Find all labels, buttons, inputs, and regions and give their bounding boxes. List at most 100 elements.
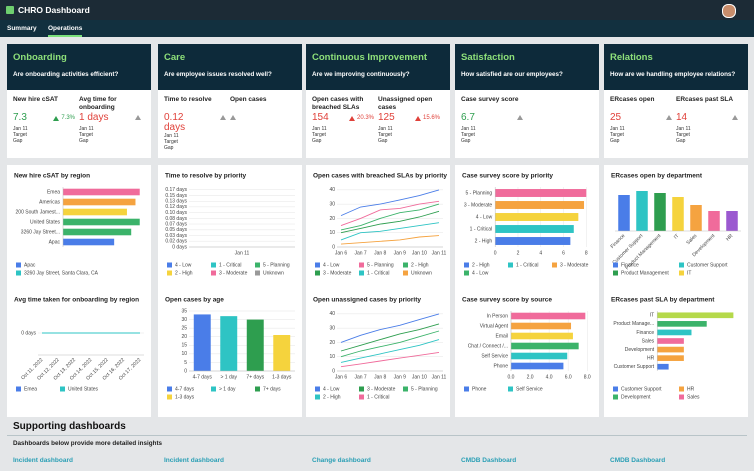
section-title: Continuous Improvement xyxy=(312,52,428,63)
kpi-card xyxy=(306,90,450,158)
legend-swatch xyxy=(679,262,684,268)
legend-label: IT xyxy=(687,270,691,276)
legend-swatch xyxy=(464,270,469,276)
trend-arrow xyxy=(220,115,226,120)
kpi: ERcases past SLA 14 Jan 11 Target Gap xyxy=(676,96,738,144)
bar xyxy=(63,188,140,196)
category-label: Development xyxy=(625,347,655,353)
bar xyxy=(193,314,211,371)
category-label: Finance xyxy=(610,233,627,250)
kpi-date: Jan 11 xyxy=(378,126,393,132)
trend-arrow xyxy=(53,115,60,121)
legend-swatch xyxy=(613,394,618,400)
kpi-trend: 7.3% xyxy=(53,115,75,121)
category-label: Jan 11 xyxy=(432,374,447,380)
kpi-gap: Gap xyxy=(378,138,388,144)
dashboard-link[interactable]: Change dashboard xyxy=(312,457,371,464)
category-label: Jan 9 xyxy=(394,250,406,256)
chart-title: ERcases past SLA by department xyxy=(611,297,715,304)
section-header: Onboarding Are onboarding activities effi… xyxy=(7,44,151,90)
legend-label: 5 - Planning xyxy=(411,386,438,392)
legend-label: > 1 day xyxy=(219,386,236,392)
kpi-label: ERcases open xyxy=(610,96,655,103)
legend-swatch xyxy=(255,386,260,392)
legend-label: 3 - Moderate xyxy=(560,262,589,268)
legend-swatch xyxy=(679,386,684,392)
bar xyxy=(495,213,579,221)
section-header: Continuous Improvement Are we improving c… xyxy=(306,44,450,90)
category-label: Jan 9 xyxy=(394,374,406,380)
category-label: Jan 6 xyxy=(335,250,347,256)
kpi-row: 125 15.6% xyxy=(378,113,440,126)
kpi-target: Target xyxy=(610,132,624,138)
y-tick-label: 0.07 days xyxy=(165,221,187,227)
dashboard-link[interactable]: Incident dashboard xyxy=(13,457,73,464)
bar xyxy=(63,228,132,236)
kpi-target: Target xyxy=(378,132,392,138)
legend-swatch xyxy=(60,386,65,392)
legend-swatch xyxy=(315,394,320,400)
legend-swatch xyxy=(211,386,216,392)
tab-active[interactable]: Operations xyxy=(48,25,83,37)
y-tick-label: 20 xyxy=(329,340,335,346)
category-label: 4-7 days xyxy=(193,374,213,380)
x-tick-label: 0 xyxy=(494,250,497,256)
kpi-row: 1 days xyxy=(79,113,141,126)
dashboard-link[interactable]: CMDB Dashboard xyxy=(610,457,666,464)
kpi: Case survey score 6.7 Jan 11 Target Gap xyxy=(461,96,523,144)
bar xyxy=(246,319,264,371)
chart: Open cases with breached SLAs by priorit… xyxy=(313,173,447,277)
legend-label: 2 - High xyxy=(323,394,341,400)
category-label: Email xyxy=(495,333,508,339)
kpi: Unassigned open cases 125 15.6% Jan 11 Targe… xyxy=(378,96,440,144)
section-question: How satisfied are our employees? xyxy=(461,71,563,78)
kpi: ERcases open 25 Jan 11 Target Gap xyxy=(610,96,672,144)
dashboard-link[interactable]: Incident dashboard xyxy=(164,457,224,464)
y-tick-label: 15 xyxy=(181,343,187,349)
kpi-label: Case survey score xyxy=(461,96,519,103)
category-label: Sales xyxy=(685,233,698,246)
kpi-target: Target xyxy=(79,132,93,138)
legend-swatch xyxy=(315,262,320,268)
category-label: Phone xyxy=(494,363,509,369)
legend-label: Development xyxy=(621,394,651,400)
chart: ERcases past SLA by department IT Product … xyxy=(611,297,734,400)
avatar[interactable] xyxy=(722,4,736,18)
bar xyxy=(511,352,568,360)
y-tick-label: 10 xyxy=(181,351,187,357)
chart-title: Case survey score by source xyxy=(462,297,552,304)
legend-label: 3 - Moderate xyxy=(367,386,396,392)
category-label: 3 - Moderate xyxy=(464,202,493,208)
dashboard-link[interactable]: CMDB Dashboard xyxy=(461,457,517,464)
legend-label: 2 - High xyxy=(472,262,490,268)
bar xyxy=(495,201,585,209)
category-label: Customer Support xyxy=(614,364,655,370)
kpi-value: 125 xyxy=(378,112,395,123)
chart: Case survey score by priority 0 2 4 6 8 5 - Pl… xyxy=(462,173,589,277)
bar xyxy=(708,211,720,231)
kpi-target: Target xyxy=(312,132,326,138)
kpi-gap: Gap xyxy=(79,138,89,144)
legend-swatch xyxy=(16,386,21,392)
line-series xyxy=(340,200,440,227)
category-label: Self Service xyxy=(481,353,508,359)
chart: Open cases by age 0 5 10 15 20 25 30 35 4-7 days >… xyxy=(165,297,295,400)
legend-swatch xyxy=(315,386,320,392)
category-label: 5 - Planning xyxy=(466,190,493,196)
kpi-row: 25 xyxy=(610,113,672,126)
y-tick-label: 0.08 days xyxy=(165,216,187,222)
y-tick-label: 0.13 days xyxy=(165,199,187,205)
y-tick-label: 0.17 days xyxy=(165,187,187,193)
kpi-gap: Gap xyxy=(461,138,471,144)
section-header: Relations How are we handling employee re… xyxy=(604,44,748,90)
legend-swatch xyxy=(167,394,172,400)
bar xyxy=(273,335,291,371)
y-tick-label: 10 xyxy=(329,230,335,236)
bar xyxy=(511,362,564,370)
category-label: Americas xyxy=(39,199,60,205)
y-tick-label: 0 days xyxy=(172,244,187,250)
chart-card xyxy=(7,165,151,417)
bar xyxy=(220,316,238,371)
tab[interactable]: Summary xyxy=(7,25,37,32)
